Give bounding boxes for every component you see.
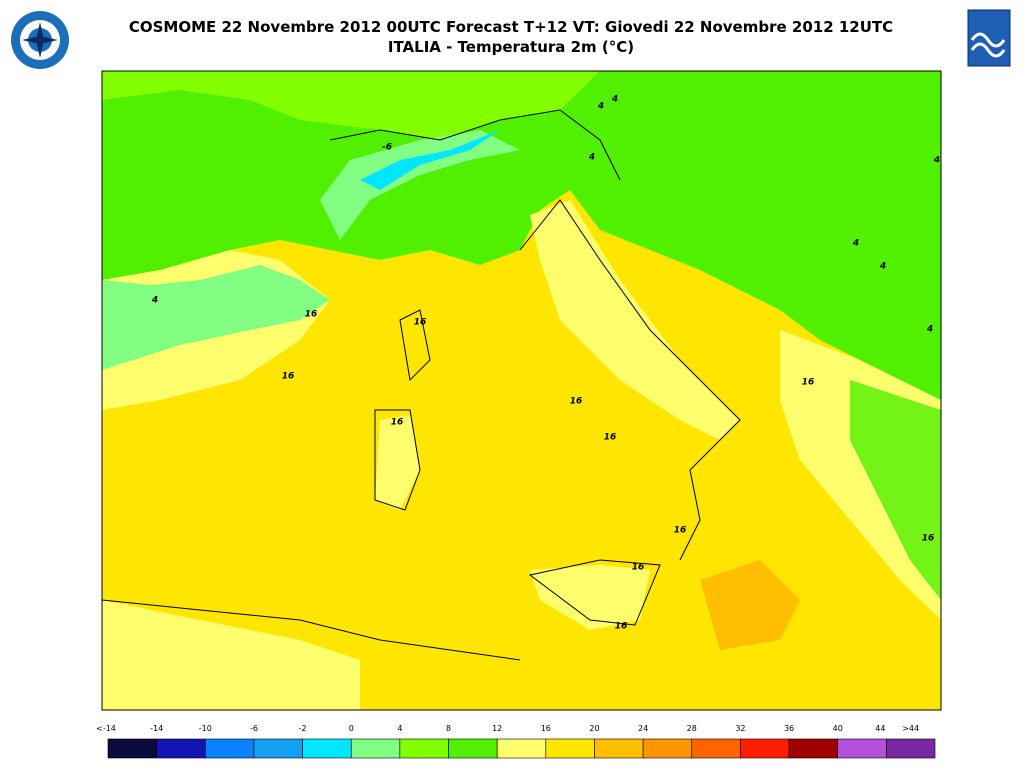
colorbar-label: 36 — [784, 724, 794, 733]
colorbar-swatch — [642, 738, 693, 759]
colorbar-swatch — [545, 738, 595, 759]
colorbar-label: <-14 — [96, 724, 116, 733]
contour-label: 16 — [615, 622, 628, 632]
colorbar: <-14 -14 -10 -6 -2 0 4 8 12 16 20 24 28 32 36 40 44 >44 — [96, 724, 936, 759]
contour-label: 4 — [611, 95, 618, 105]
colorbar-swatch — [107, 738, 157, 759]
title: COSMOME 22 Novembre 2012 00UTC Forecast … — [129, 18, 893, 36]
contour-label: 4 — [879, 262, 886, 272]
contour-label: 16 — [282, 372, 295, 382]
contour-label: 4 — [151, 296, 158, 306]
colorbar-label: -2 — [299, 724, 307, 733]
colorbar-swatch — [788, 738, 839, 759]
colorbar-swatch — [740, 738, 790, 759]
colorbar-swatch — [156, 738, 206, 759]
colorbar-label: -14 — [150, 724, 163, 733]
colorbar-swatch — [253, 738, 303, 759]
colorbar-label: 28 — [687, 724, 697, 733]
contour-label: 4 — [926, 325, 933, 335]
contour-label: 16 — [570, 397, 583, 407]
colorbar-swatch — [496, 738, 547, 759]
colorbar-label: -10 — [199, 724, 212, 733]
colorbar-swatch — [594, 738, 644, 759]
colorbar-label: -6 — [250, 724, 258, 733]
contour-label: 4 — [852, 239, 859, 249]
contour-label: 16 — [414, 318, 427, 328]
contour-label: 16 — [802, 378, 815, 388]
colorbar-swatch — [350, 738, 401, 759]
colorbar-label: 24 — [638, 724, 648, 733]
colorbar-label: 44 — [875, 724, 885, 733]
colorbar-swatch — [204, 738, 255, 759]
map: 4 4 4 4 4 4 4 4 -6 16 16 16 16 16 16 16 … — [101, 70, 942, 711]
contour-label: 16 — [922, 534, 935, 544]
colorbar-swatch — [886, 738, 936, 759]
contour-label: 16 — [632, 563, 645, 573]
colorbar-label: 40 — [833, 724, 843, 733]
colorbar-label: 20 — [589, 724, 599, 733]
contour-label: 16 — [305, 310, 318, 320]
colorbar-swatch — [302, 738, 352, 759]
subtitle: ITALIA - Temperatura 2m (°C) — [388, 38, 634, 56]
contour-label: 4 — [597, 102, 604, 112]
colorbar-swatch — [837, 738, 887, 759]
colorbar-label: 0 — [349, 724, 354, 733]
colorbar-label: 8 — [446, 724, 451, 733]
logo-left — [11, 11, 69, 69]
colorbar-swatch — [691, 738, 741, 759]
contour-label: 16 — [674, 526, 687, 536]
colorbar-label: 16 — [541, 724, 551, 733]
colorbar-swatch — [399, 738, 449, 759]
contour-label: 16 — [391, 418, 404, 428]
colorbar-label: 12 — [492, 724, 502, 733]
contour-label: -6 — [382, 143, 392, 153]
colorbar-swatch — [448, 738, 498, 759]
colorbar-label: >44 — [902, 724, 919, 733]
colorbar-label: 4 — [397, 724, 402, 733]
colorbar-label: 32 — [735, 724, 745, 733]
logo-right — [967, 9, 1011, 67]
contour-label: 16 — [604, 433, 617, 443]
contour-label: 4 — [933, 156, 940, 166]
contour-label: 4 — [588, 153, 595, 163]
